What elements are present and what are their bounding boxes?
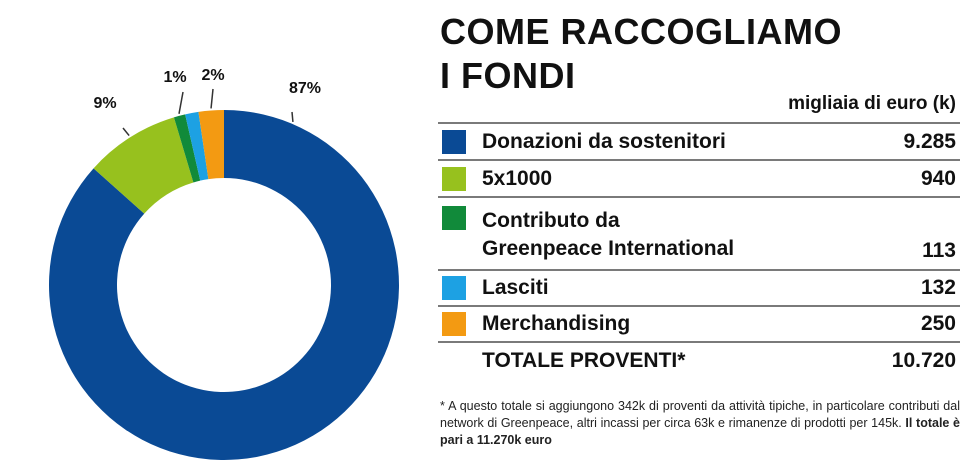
legend-label-line-2: Greenpeace International	[482, 237, 735, 260]
slice-donazioni	[48, 110, 400, 460]
legend-label: Lasciti	[482, 276, 549, 299]
legend-row-total: TOTALE PROVENTI* 10.720	[438, 341, 960, 379]
swatch-merchandising	[442, 312, 466, 336]
swatch-5x1000	[442, 166, 466, 191]
slice-lasciti	[185, 111, 209, 181]
legend-row-lasciti: Lasciti 132	[438, 269, 960, 305]
legend-row-merchandising: Merchandising 250	[438, 305, 960, 341]
legend-value: 9.285	[903, 129, 956, 153]
slice-merchandising	[198, 110, 224, 180]
legend-label: Donazioni da sostenitori	[482, 129, 726, 153]
unit-label: migliaia di euro (k)	[788, 93, 956, 114]
percent-labels: 87% 9% 1% 2%	[93, 67, 321, 112]
legend-row-5x1000: 5x1000 940	[438, 159, 960, 196]
legend-label: Merchandising	[482, 312, 631, 335]
legend-label: 5x1000	[482, 166, 553, 190]
page-title: COME RACCOGLIAMO I FONDI	[440, 10, 842, 98]
swatch-donazioni	[442, 129, 466, 154]
leader-line-5x1000	[122, 127, 130, 137]
percent-label-5x1000: 9%	[93, 95, 116, 112]
title-line-2: I FONDI	[440, 55, 576, 96]
title-line-1: COME RACCOGLIAMO	[440, 11, 842, 52]
footnote-bold: Il totale è pari a 11.270k euro	[440, 416, 960, 447]
legend-value: 113	[922, 239, 956, 262]
legend-label-line-1: Contributo da	[482, 209, 620, 232]
leader-line-merchandising	[210, 88, 214, 109]
swatch-contributo	[442, 206, 466, 230]
legend-value: 132	[920, 276, 956, 299]
percent-label-donazioni: 87%	[289, 80, 321, 97]
legend-value: 940	[920, 166, 956, 190]
footnote-text: * A questo totale si aggiungono 342k di …	[440, 399, 960, 430]
legend-row-donazioni: Donazioni da sostenitori 9.285	[438, 122, 960, 159]
slice-contributo	[173, 114, 201, 183]
slice-5x1000	[93, 117, 194, 214]
percent-label-merchandising: 2%	[201, 67, 224, 84]
leader-line-contributo	[178, 91, 184, 114]
leader-lines	[122, 88, 294, 137]
legend-label: Contributo da Greenpeace International	[482, 207, 922, 269]
legend-table: Donazioni da sostenitori 9.285 5x1000 94…	[438, 122, 960, 379]
total-label: TOTALE PROVENTI*	[482, 349, 686, 372]
footnote: * A questo totale si aggiungono 342k di …	[440, 398, 960, 449]
donut-chart: 87% 9% 1% 2%	[48, 67, 400, 460]
swatch-lasciti	[442, 276, 466, 300]
legend-row-contributo: Contributo da Greenpeace International 1…	[438, 196, 960, 269]
percent-label-contributo: 1%	[163, 69, 186, 86]
total-value: 10.720	[891, 349, 956, 372]
leader-line-donazioni	[291, 111, 294, 123]
donut-slices	[48, 110, 400, 460]
legend-value: 250	[920, 312, 956, 335]
